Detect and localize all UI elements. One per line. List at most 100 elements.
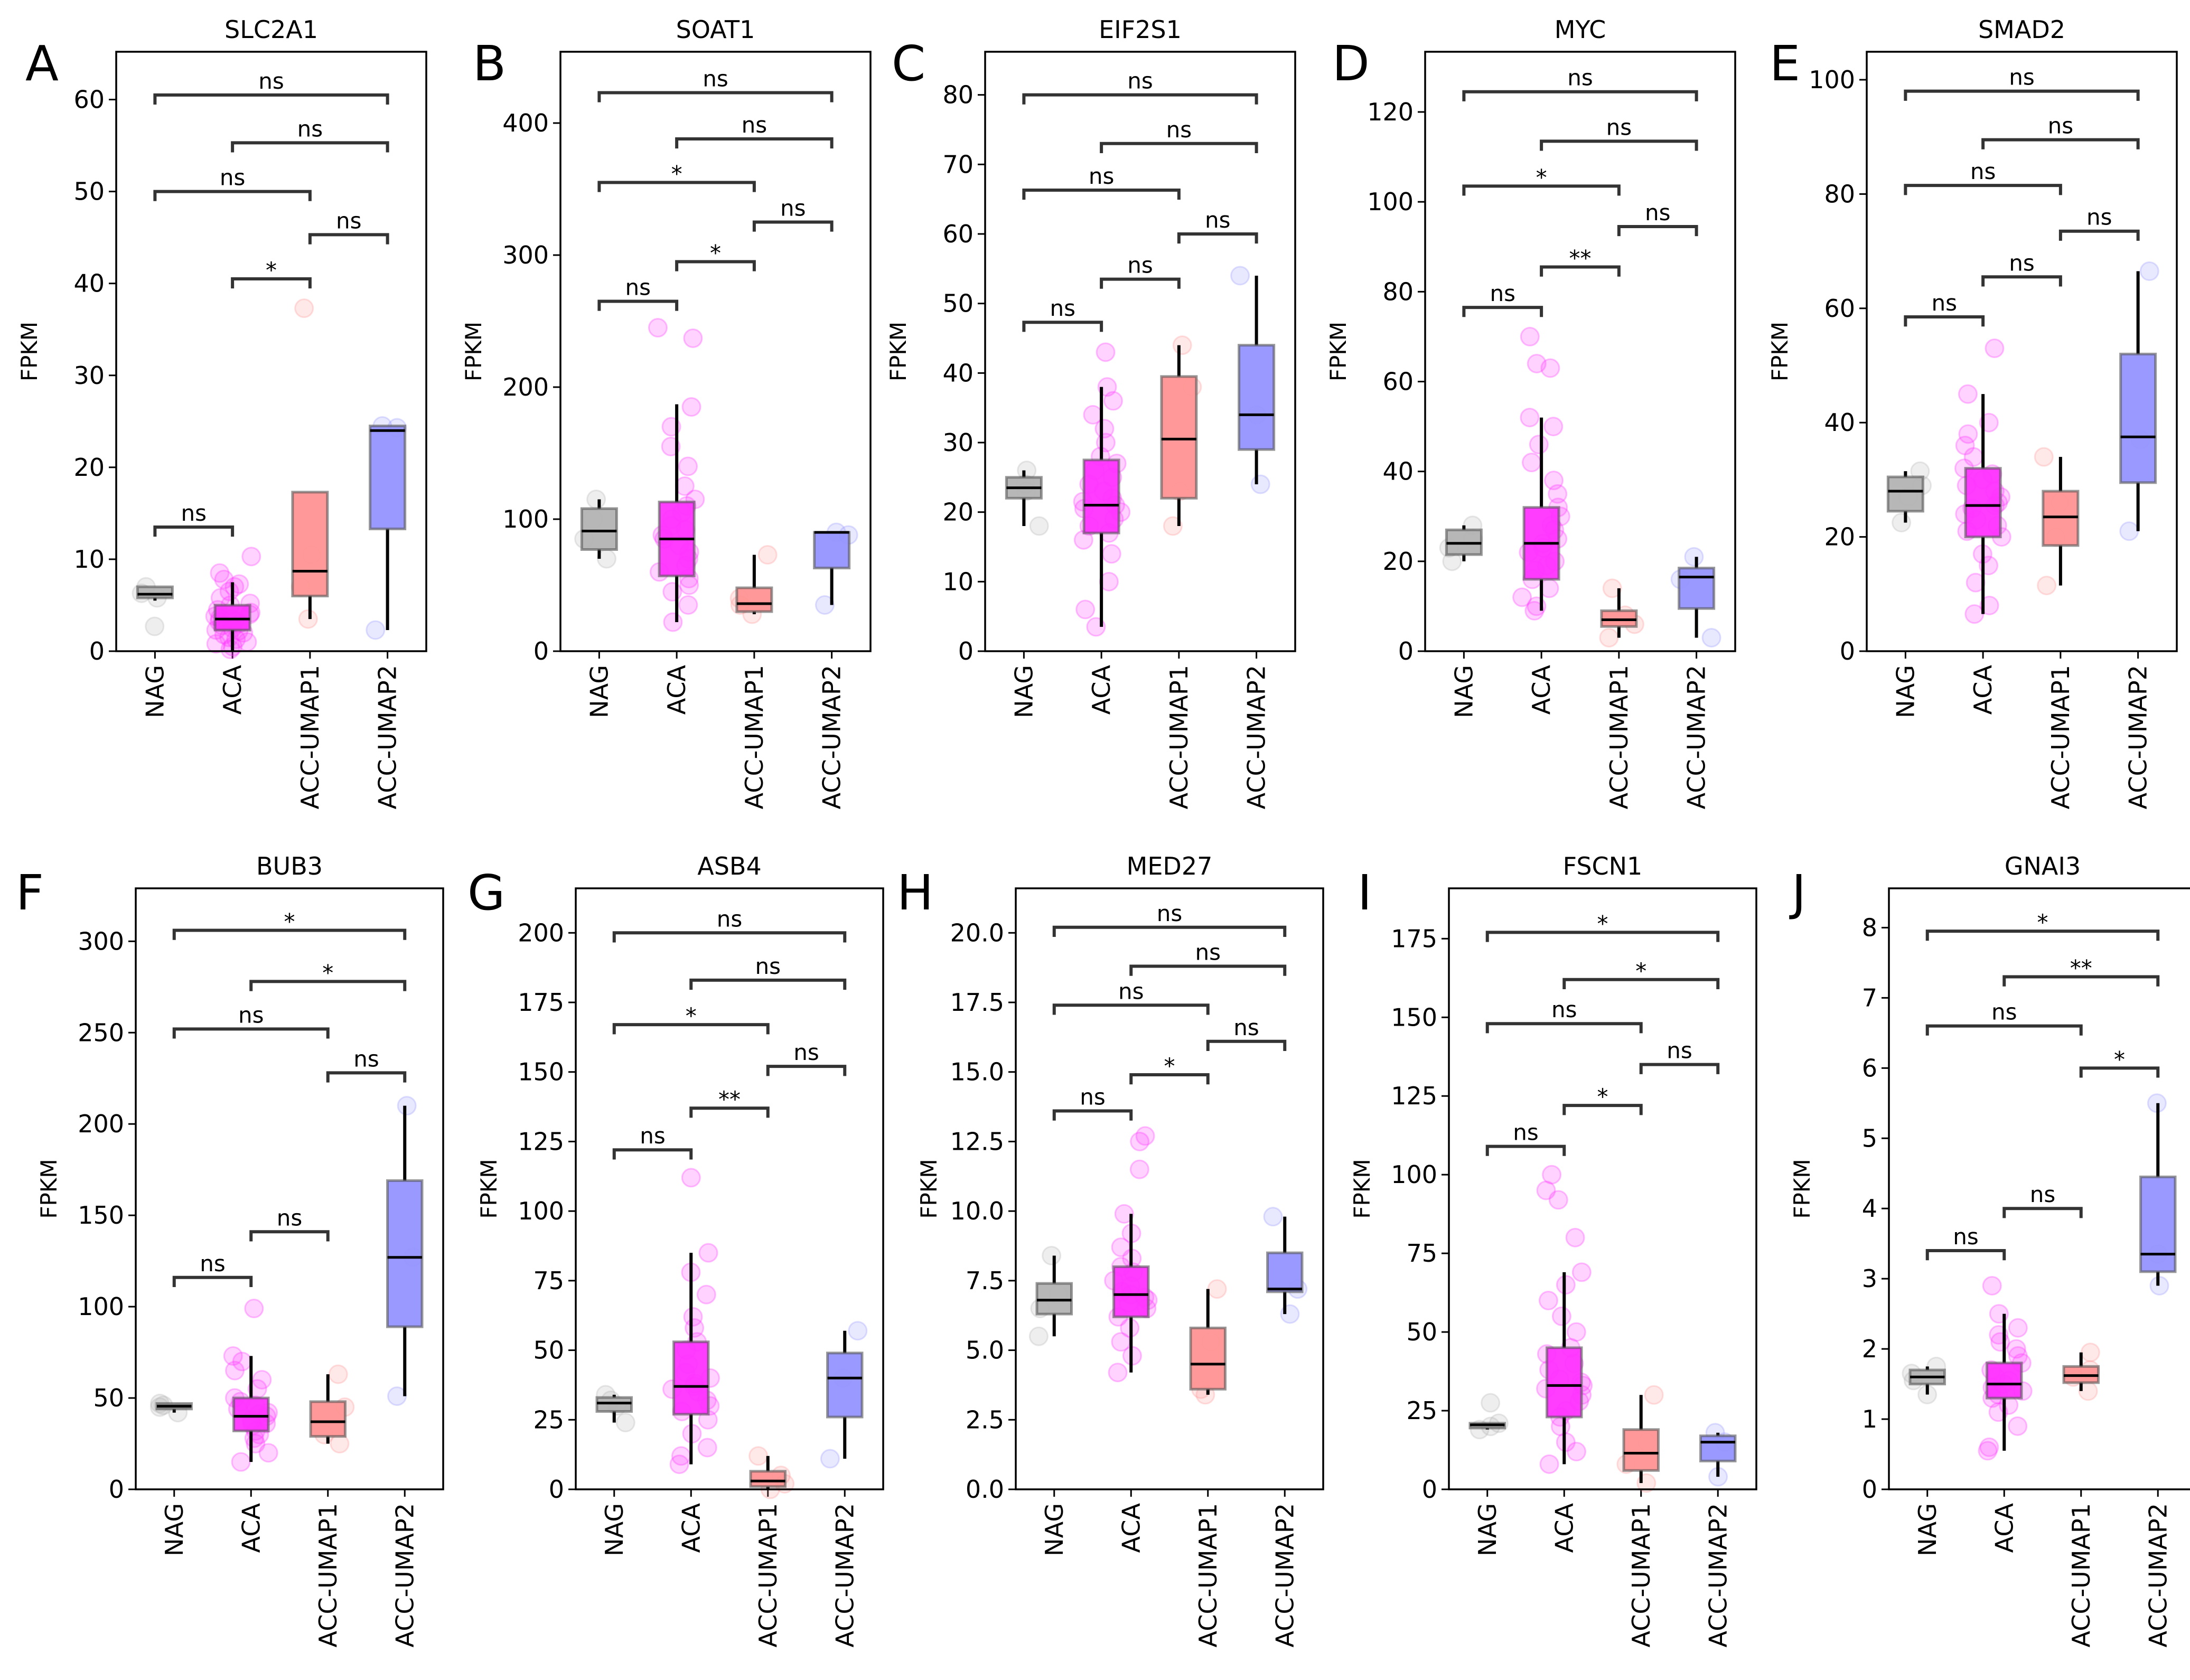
y-axis-label: FPKM [1349,1159,1375,1218]
significance-bracket [1022,93,1258,105]
significance-bracket [1904,184,2062,195]
significance-bracket [1022,189,1181,200]
significance-label: ns [2048,113,2074,139]
significance-label: ns [2009,250,2035,276]
box-nag [136,585,174,599]
y-axis-label: FPKM [36,1159,62,1218]
data-point [206,634,226,654]
significance-bracket [326,1071,407,1083]
panel-letter: F [16,865,44,921]
significance-label: ns [1205,207,1231,233]
data-point [2139,261,2159,281]
panel-letter: H [897,865,933,921]
significance-bracket [1639,1063,1720,1074]
data-point [696,1284,716,1304]
significance-bracket [1052,1109,1133,1121]
data-point [1644,1385,1664,1405]
y-tick-label: 0 [549,1475,564,1504]
data-point [678,595,698,615]
y-tick-label: 400 [502,109,549,137]
significance-label: ns [258,68,284,94]
significance-label: ns [1513,1120,1539,1146]
significance-bracket [1129,1073,1210,1085]
data-point [241,547,261,567]
significance-label: ns [1567,65,1593,91]
y-tick-label: 120 [1367,98,1414,126]
significance-bracket [597,299,679,311]
y-tick-label: 200 [78,1110,124,1138]
x-tick-label: ACC-UMAP1 [1165,665,1193,809]
x-tick-label: ACA [1087,664,1116,715]
y-tick-label: 3 [1862,1264,1877,1293]
significance-bracket [1462,90,1698,101]
y-tick-label: 60 [1382,368,1414,396]
data-point [2034,447,2054,467]
data-point [683,1307,703,1327]
y-tick-label: 7.5 [966,1266,1004,1295]
significance-bracket [612,1023,770,1035]
x-tick-label: ACC-UMAP2 [390,1503,419,1647]
data-point [1565,1227,1585,1247]
panel-letter: A [25,35,59,92]
y-tick-label: 10.0 [950,1197,1004,1225]
x-tick-label: ACA [218,664,247,715]
data-point [1955,435,1975,455]
significance-bracket [1981,138,2140,149]
significance-label: * [266,257,277,283]
y-tick-label: 8 [1862,913,1877,942]
panel-title: EIF2S1 [1099,15,1182,44]
x-tick-label: ACC-UMAP2 [2144,1503,2172,1647]
y-tick-label: 40 [1824,408,1855,437]
x-tick-label: ACA [1550,1503,1578,1553]
data-point [1979,595,1999,615]
data-point [214,569,234,589]
panel-letter: G [467,865,505,921]
significance-label: ns [1970,158,1996,184]
y-tick-label: 150 [1391,1003,1437,1031]
y-tick-label: 4 [1862,1194,1877,1223]
y-tick-label: 80 [1382,277,1414,306]
significance-bracket [1177,232,1258,244]
data-point [681,397,701,417]
axes-frame [984,51,1296,652]
significance-bracket [1925,1249,2006,1261]
box-aca [213,604,251,632]
panel-letter: E [1770,35,1800,92]
box-acc-umap2 [2139,1175,2177,1273]
significance-label: * [1597,1084,1608,1110]
x-tick-label: ACC-UMAP2 [373,665,402,809]
panel-letter: J [1789,865,1806,921]
y-tick-label: 175 [1391,924,1437,953]
y-axis-label: FPKM [885,322,911,381]
panel-title: BUB3 [256,852,323,880]
box-aca [1112,1265,1150,1318]
significance-label: * [2114,1046,2125,1072]
data-point [671,1446,691,1466]
panel-title: FSCN1 [1563,852,1643,880]
y-axis-label: FPKM [476,1159,502,1218]
box-nag [595,1396,633,1413]
significance-label: ns [742,112,768,138]
x-tick-label: ACA [1527,664,1556,715]
data-point [1542,1165,1562,1185]
y-tick-label: 50 [93,1384,124,1412]
y-tick-label: 5.0 [966,1336,1004,1365]
data-point [1979,1437,1999,1457]
data-point [397,1096,417,1116]
y-tick-label: 0 [1398,637,1414,665]
y-tick-label: 250 [78,1018,124,1047]
y-tick-label: 20 [942,498,974,527]
data-point [1599,627,1619,647]
data-point [1566,1322,1586,1342]
significance-label: * [2037,909,2048,935]
data-point [2008,1416,2028,1436]
data-point [648,318,668,337]
panel-letter: D [1332,35,1370,92]
significance-label: ** [1569,246,1592,271]
y-tick-label: 20 [73,453,105,482]
panel-letter: C [892,35,925,92]
y-axis-label: FPKM [461,322,486,381]
significance-label: ns [1953,1224,1979,1250]
x-tick-label: ACC-UMAP1 [1627,1503,1655,1647]
y-tick-label: 15.0 [950,1058,1004,1086]
